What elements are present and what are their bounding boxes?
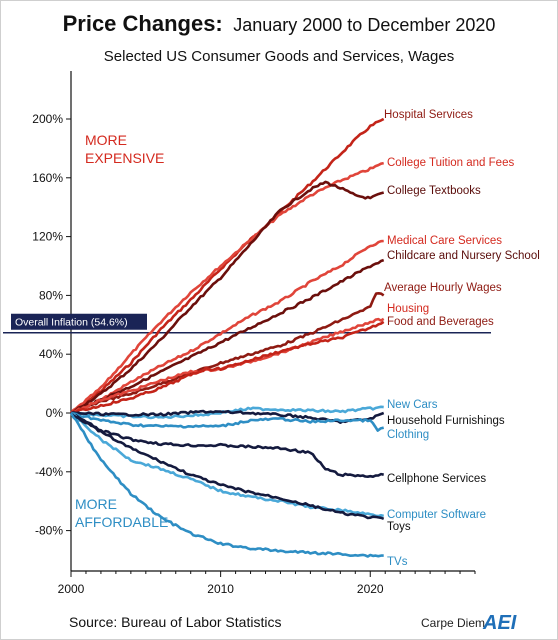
chart-title-range: January 2000 to December 2020 — [233, 15, 495, 35]
series-label-housing: Housing — [387, 303, 429, 315]
y-tick-label: 120% — [32, 230, 63, 244]
series-label-toys: Toys — [387, 521, 411, 533]
y-tick-label: 160% — [32, 171, 63, 185]
overall-inflation-label: Overall Inflation (54.6%) — [15, 317, 128, 329]
plot-area: -80% -40% 0% 40% 80% 120% 160% 200% 2000 2010 2020… — [3, 71, 540, 596]
chart-subtitle: Selected US Consumer Goods and Services,… — [104, 48, 454, 65]
annotation-more-affordable-line1: MORE — [75, 496, 117, 512]
y-tick-label: -80% — [35, 524, 63, 538]
series-line-tvs — [69, 412, 384, 558]
series-line-hospital-services — [70, 117, 385, 415]
y-tick-label: -40% — [35, 465, 63, 479]
series-line-clothing — [70, 411, 384, 432]
series-label-childcare-and-nursery-school: Childcare and Nursery School — [387, 250, 540, 262]
source-note: Source: Bureau of Labor Statistics — [69, 614, 281, 630]
series-label-clothing: Clothing — [387, 429, 429, 441]
series-label-medical-care-services: Medical Care Services — [387, 235, 502, 247]
x-tick-label: 2000 — [58, 582, 85, 596]
annotation-more-affordable-line2: AFFORDABLE — [75, 514, 168, 530]
series-line-food-and-beverages — [70, 320, 385, 415]
series-line-average-hourly-wages — [70, 292, 385, 415]
aei-logo: AEI — [482, 612, 517, 634]
series-label-college-textbooks: College Textbooks — [387, 185, 481, 197]
annotation-more-expensive-line1: MORE — [85, 132, 127, 148]
y-tick-label: 40% — [39, 347, 63, 361]
series-label-college-tuition-and-fees: College Tuition and Fees — [387, 157, 514, 169]
series-line-computer-software — [70, 411, 384, 518]
chart-title: Price Changes: January 2000 to December … — [63, 11, 496, 36]
series-label-new-cars: New Cars — [387, 399, 438, 411]
annotation-more-expensive-line2: EXPENSIVE — [85, 150, 164, 166]
series-line-college-textbooks — [70, 180, 385, 415]
overall-inflation-label-box — [11, 313, 147, 330]
y-tick-label: 80% — [39, 288, 63, 302]
series-line-toys — [70, 412, 385, 521]
series-line-childcare-and-nursery-school — [70, 258, 385, 415]
x-tick-label: 2010 — [207, 582, 234, 596]
series-label-tvs: TVs — [387, 556, 408, 568]
series-line-cellphone-services — [70, 411, 384, 478]
series-label-household-furnishings: Household Furnishings — [387, 415, 505, 427]
y-tick-label: 0% — [46, 406, 64, 420]
series-label-average-hourly-wages: Average Hourly Wages — [384, 282, 502, 294]
series-label-cellphone-services: Cellphone Services — [387, 473, 486, 485]
chart-title-main: Price Changes: — [63, 11, 223, 36]
series-label-food-and-beverages: Food and Beverages — [387, 316, 494, 328]
y-tick-label: 200% — [32, 112, 63, 126]
series-label-hospital-services: Hospital Services — [384, 109, 473, 121]
series-line-medical-care-services — [70, 239, 384, 415]
x-tick-label: 2020 — [357, 582, 384, 596]
series-label-computer-software: Computer Software — [387, 509, 486, 521]
brand-text: Carpe Diem — [421, 616, 485, 630]
